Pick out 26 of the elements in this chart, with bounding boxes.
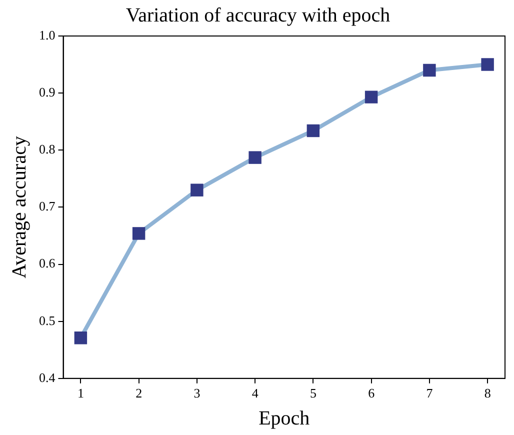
point [248,151,262,164]
point [423,64,436,77]
chart-title: Variation of accuracy with epoch [126,4,390,26]
x-tick-label: 1 [77,386,84,401]
y-tick-label: 0.8 [39,142,56,157]
point [74,332,88,344]
x-tick-label: 6 [368,386,376,401]
x-axis-title: Epoch [258,407,310,430]
y-tick-label: 0.5 [39,312,56,328]
point [190,184,204,196]
y-tick-label: 0.4 [39,370,56,385]
y-tick-label: 0.7 [39,198,56,214]
point [364,90,378,104]
y-axis-title: Average accuracy [8,136,30,278]
x-tick-label: 8 [484,386,491,401]
y-tick-label: 1.0 [39,27,56,42]
x-tick-label: 2 [136,386,142,401]
y-tick-label: 0.9 [39,84,56,100]
x-tick-label: 3 [194,386,200,401]
x-tick-label: 5 [310,386,316,401]
point [132,227,146,240]
y-tick-label: 0.6 [39,256,56,271]
point [481,58,494,71]
x-tick-label: 4 [252,386,259,401]
point [306,124,320,138]
x-tick-label: 7 [426,386,434,401]
